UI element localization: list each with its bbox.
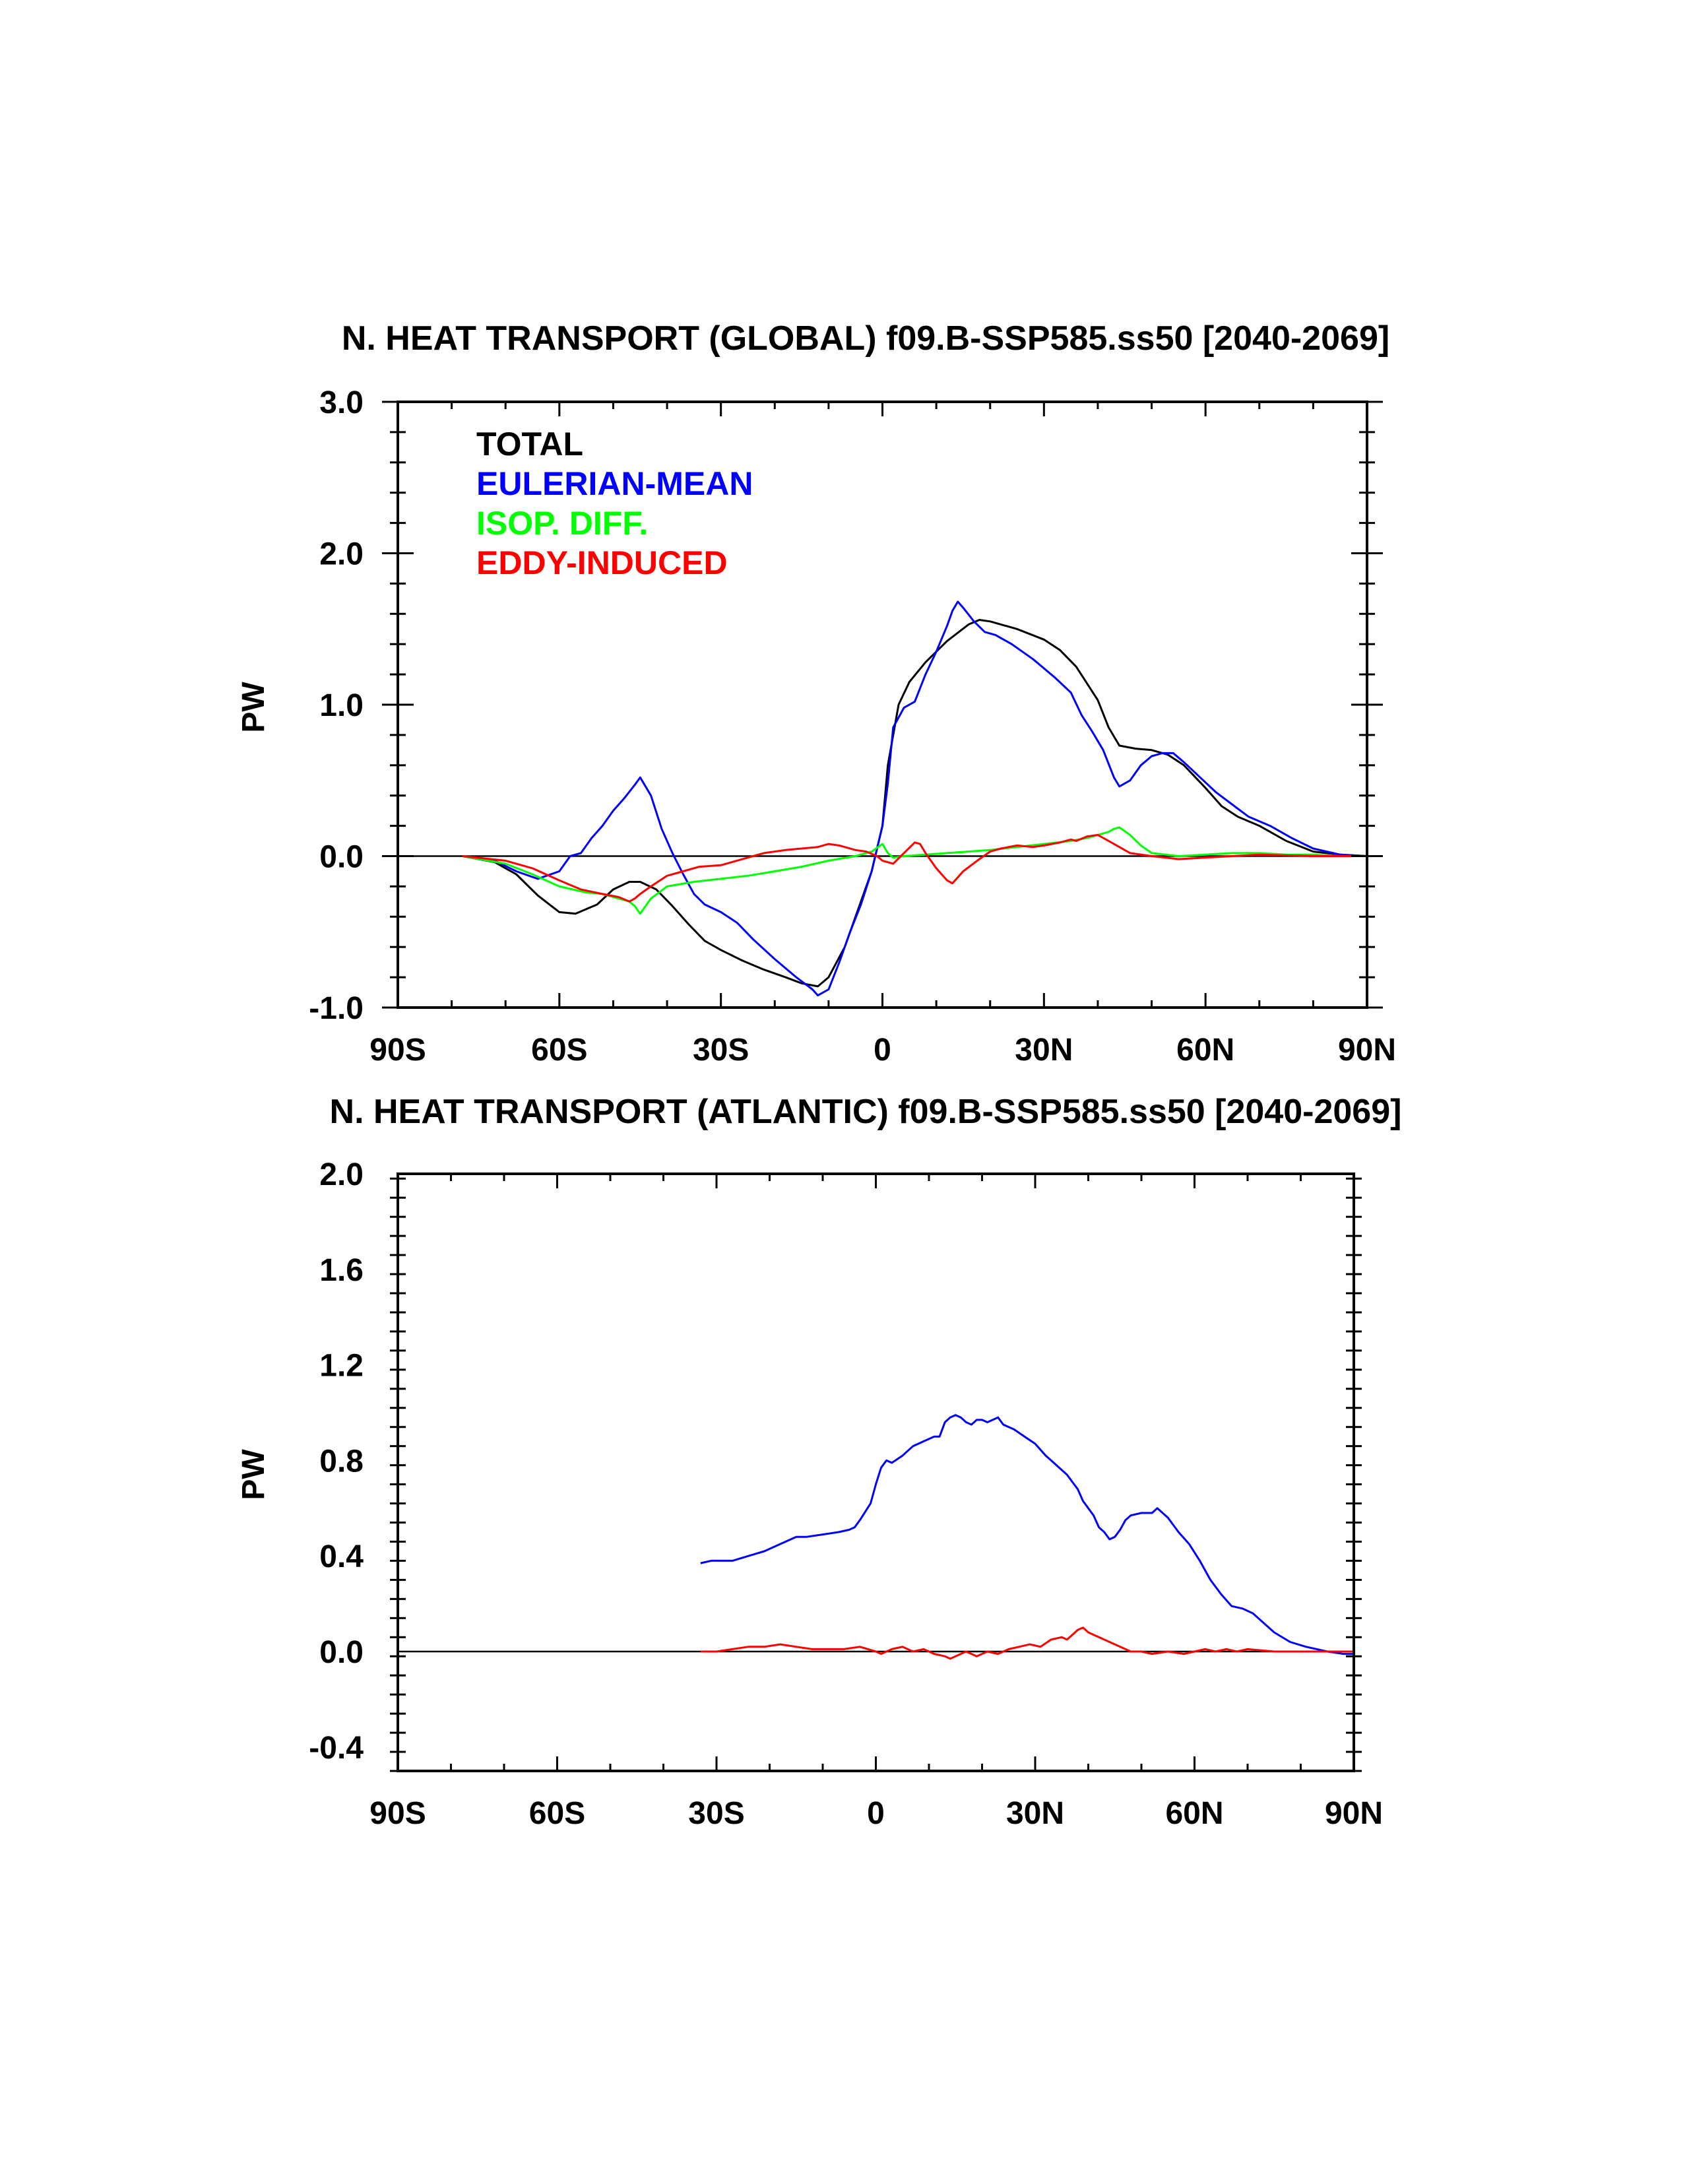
x-tick-label: 60S bbox=[531, 1033, 587, 1068]
series-line-series-0 bbox=[700, 1414, 1354, 1655]
series-line-isop-diff bbox=[462, 826, 1367, 915]
chart-title: N. HEAT TRANSPORT (GLOBAL) f09.B-SSP585.… bbox=[342, 319, 1389, 358]
x-tick-label: 60S bbox=[529, 1796, 585, 1831]
x-tick-label: 60N bbox=[1176, 1033, 1234, 1068]
y-tick-label: 3.0 bbox=[319, 385, 364, 420]
global-heat-transport-panel: 90S 60S 30S 0 30N 60N 90N -1.0 0.0 1.0 2.0 3.0 N. HE… bbox=[236, 319, 1396, 1068]
x-tick-label: 90N bbox=[1338, 1033, 1396, 1068]
legend-item-isop-diff: ISOP. DIFF. bbox=[476, 505, 648, 542]
series-line-eulerian-mean bbox=[462, 600, 1368, 997]
legend-item-total: TOTAL bbox=[476, 426, 583, 463]
y-tick-label: 1.0 bbox=[319, 688, 364, 723]
y-tick-label: 0.4 bbox=[319, 1539, 364, 1574]
y-axis-label: PW bbox=[236, 682, 271, 733]
chart-title: N. HEAT TRANSPORT (ATLANTIC) f09.B-SSP58… bbox=[330, 1093, 1402, 1131]
y-tick-label: 1.6 bbox=[319, 1253, 364, 1288]
y-tick-label: 2.0 bbox=[319, 537, 364, 572]
x-tick-label: 30S bbox=[688, 1796, 744, 1831]
y-tick-label: 0.0 bbox=[319, 840, 364, 875]
x-tick-label: 0 bbox=[874, 1033, 891, 1068]
y-axis-label: PW bbox=[236, 1449, 271, 1500]
y-tick-label: 2.0 bbox=[319, 1157, 364, 1192]
atlantic-heat-transport-panel: 90S 60S 30S 0 30N 60N 90N -0.4 0.0 0.4 0.8 1.2 1.6 2.… bbox=[236, 1093, 1401, 1831]
series-line-series-1 bbox=[700, 1626, 1354, 1660]
y-tick-label: 0.8 bbox=[319, 1444, 364, 1479]
x-tick-label: 60N bbox=[1165, 1796, 1223, 1831]
y-tick-label: -1.0 bbox=[309, 991, 364, 1026]
x-tick-label: 0 bbox=[867, 1796, 885, 1831]
x-tick-label: 30N bbox=[1015, 1033, 1073, 1068]
y-tick-label: -0.4 bbox=[309, 1731, 364, 1766]
x-tick-label: 90S bbox=[369, 1796, 426, 1831]
series-line-eddy-induced bbox=[462, 833, 1367, 903]
x-tick-label: 30S bbox=[693, 1033, 749, 1068]
x-tick-label: 90N bbox=[1325, 1796, 1383, 1831]
legend-item-eddy-induced: EDDY-INDUCED bbox=[476, 544, 728, 581]
y-tick-label: 1.2 bbox=[319, 1349, 364, 1384]
y-tick-label: 0.0 bbox=[319, 1635, 364, 1670]
legend: TOTAL EULERIAN-MEAN ISOP. DIFF. EDDY-IND… bbox=[476, 426, 753, 581]
x-tick-label: 30N bbox=[1006, 1796, 1064, 1831]
x-tick-label: 90S bbox=[369, 1033, 426, 1068]
legend-item-eulerian-mean: EULERIAN-MEAN bbox=[476, 465, 753, 502]
plot-frame bbox=[397, 1172, 1355, 1772]
